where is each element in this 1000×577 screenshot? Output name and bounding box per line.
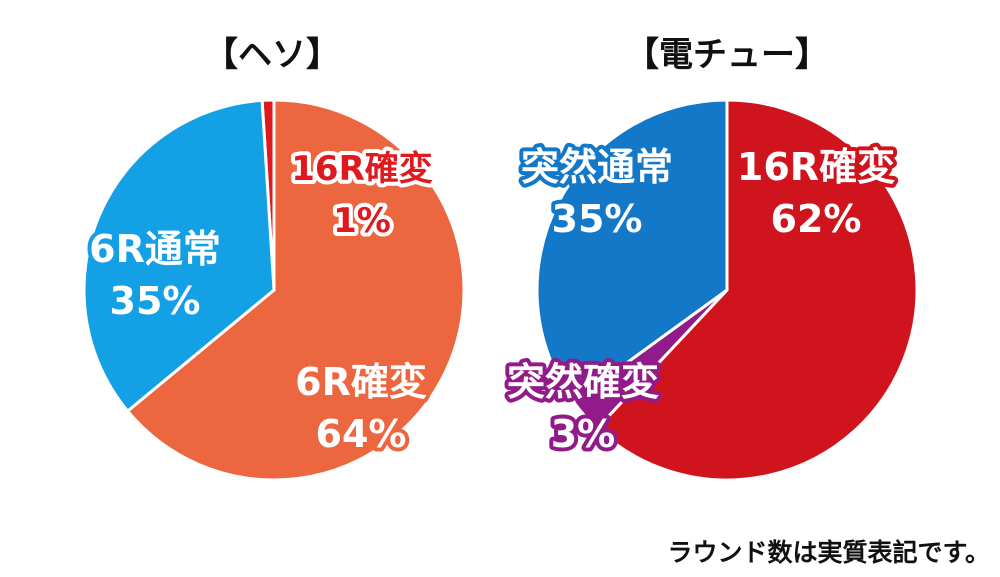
pie-slice [126,98,466,482]
pie-denchu [535,98,919,482]
slice-label-name: 突然通常 [521,145,673,189]
pie-slice [535,98,729,404]
pie-slice [595,98,919,482]
slice-label-name: 6R確変 [295,360,427,404]
slice-label-name: 16R確変 [737,145,895,189]
slice-label-percent: 62% [771,197,862,241]
slice-labels: 16R確変 1% 6R確変 64% 6R通常 35% 16R確変 62% 突然確変 3% 突然通常 3… [85,141,899,460]
slice-label-name: 16R確変 [291,149,433,189]
slice-label-percent: 1% [333,201,391,241]
slice-label-name: 6R通常 [89,227,221,271]
slice-label-percent: 64% [316,412,407,456]
slice-label-percent: 35% [552,197,643,241]
slice-label-percent: 35% [110,279,201,323]
chart-title-denchu: 【電チュー】 [625,35,829,75]
pie-heso [82,98,466,482]
chart-title-heso: 【ヘソ】 [204,35,340,75]
pie-slice [82,98,276,413]
slice-label-name: 突然確変 [507,360,659,404]
footnote: ラウンド数は実質表記です。 [667,538,990,567]
slice-label-percent: 3% [551,412,616,456]
